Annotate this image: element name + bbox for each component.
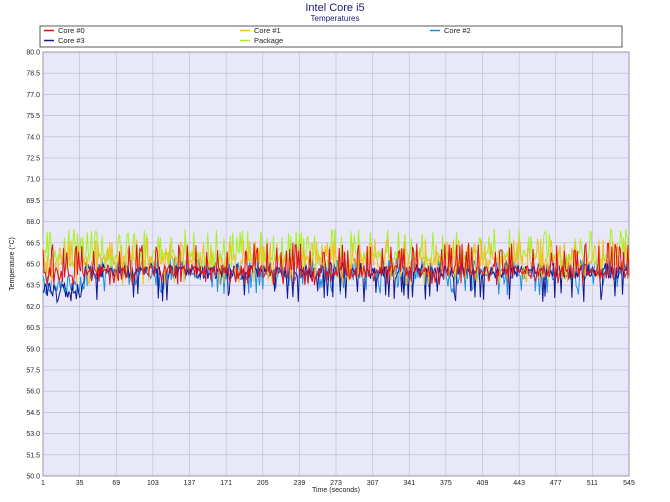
- y-axis-ticks: 50.0 51.5 53.0 54.5 56.0 57.5 59.0 60.5 62.0 63.5…: [26, 50, 40, 481]
- legend-entry: Core #0: [58, 26, 85, 35]
- y-tick-label: 72.5: [26, 156, 40, 163]
- series-line-core-0: [42, 242, 630, 286]
- series-line-core-1: [42, 236, 630, 286]
- x-tick-label: 171: [220, 480, 232, 487]
- y-tick-label: 57.5: [26, 368, 40, 375]
- y-tick-label: 77.0: [26, 92, 40, 99]
- y-tick-label: 78.5: [26, 71, 40, 78]
- x-tick-label: 511: [587, 480, 598, 487]
- x-tick-label: 205: [257, 480, 269, 487]
- x-tick-label: 341: [403, 480, 415, 487]
- y-tick-label: 75.5: [26, 113, 40, 120]
- x-axis-ticks: 1 35 69 103 137 171 205 239 273 307 341 375 409 443 47…: [41, 480, 635, 487]
- x-tick-label: 35: [76, 480, 84, 487]
- y-tick-label: 68.0: [26, 219, 40, 226]
- y-tick-label: 60.5: [26, 325, 40, 332]
- x-tick-label: 307: [367, 480, 379, 487]
- y-tick-label: 71.0: [26, 177, 40, 184]
- x-tick-label: 137: [184, 480, 196, 487]
- x-axis-label: Time (seconds): [312, 487, 360, 494]
- y-tick-label: 50.0: [26, 474, 40, 481]
- x-tick-label: 477: [550, 480, 562, 487]
- legend: Core #0 Core #1 Core #2 Core #3 Package: [44, 26, 471, 45]
- y-tick-label: 66.5: [26, 240, 40, 247]
- y-tick-label: 56.0: [26, 389, 40, 396]
- y-tick-label: 54.5: [26, 410, 40, 417]
- chart-title: Intel Core i5: [305, 2, 364, 14]
- y-axis-label: Temperature (°C): [8, 237, 16, 291]
- y-tick-label: 62.0: [26, 304, 40, 311]
- y-tick-label: 63.5: [26, 283, 40, 290]
- x-tick-label: 545: [623, 480, 635, 487]
- y-tick-label: 74.0: [26, 134, 40, 141]
- x-tick-label: 375: [440, 480, 452, 487]
- x-tick-label: 1: [41, 480, 45, 487]
- x-tick-label: 273: [330, 480, 342, 487]
- chart-subtitle: Temperatures: [311, 14, 360, 23]
- series-lines: [42, 227, 630, 304]
- x-tick-label: 443: [513, 480, 525, 487]
- legend-entry: Core #1: [254, 26, 281, 35]
- y-tick-label: 53.0: [26, 431, 40, 438]
- legend-entry: Core #2: [444, 26, 471, 35]
- legend-entry: Package: [254, 36, 283, 45]
- y-tick-label: 65.0: [26, 262, 40, 269]
- y-tick-label: 59.0: [26, 346, 40, 353]
- x-tick-label: 69: [112, 480, 120, 487]
- x-tick-label: 103: [147, 480, 159, 487]
- y-tick-label: 80.0: [26, 50, 40, 57]
- y-tick-label: 69.5: [26, 198, 40, 205]
- x-tick-label: 239: [294, 480, 306, 487]
- legend-entry: Core #3: [58, 36, 85, 45]
- x-tick-label: 409: [477, 480, 489, 487]
- y-tick-label: 51.5: [26, 452, 40, 459]
- legend-box: [39, 25, 623, 48]
